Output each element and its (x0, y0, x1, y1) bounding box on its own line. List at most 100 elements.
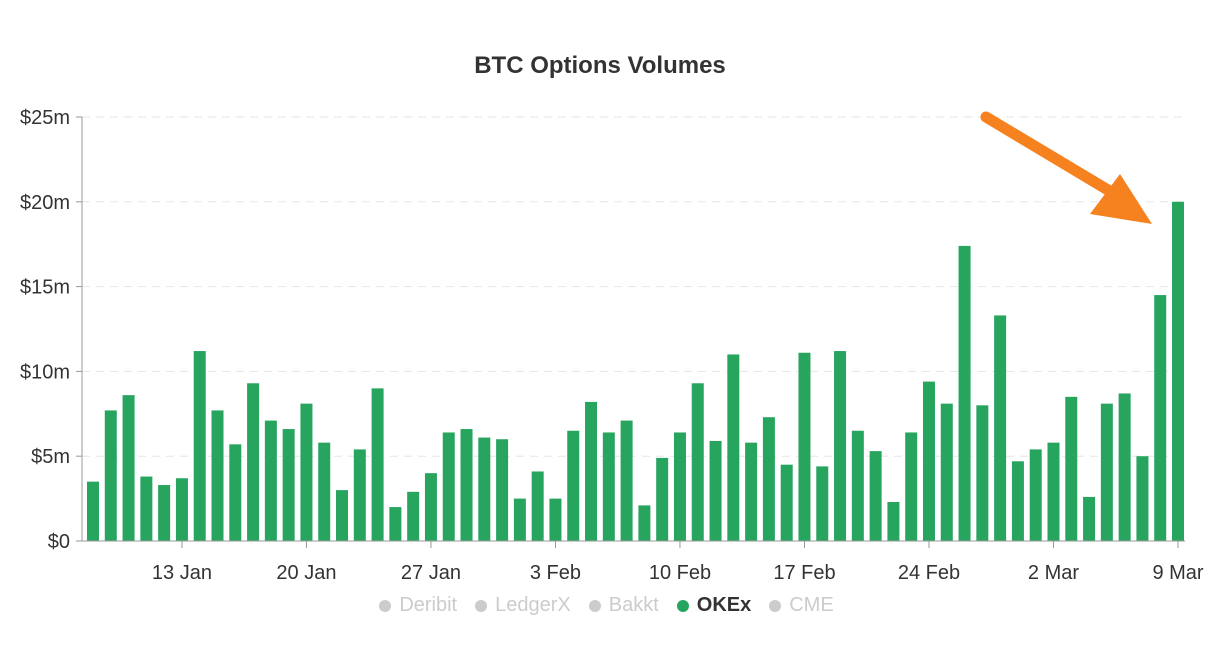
bar[interactable] (264, 420, 277, 541)
x-tick-label: 17 Feb (773, 562, 835, 584)
x-tick-label: 13 Jan (152, 562, 212, 584)
bar[interactable] (442, 432, 455, 541)
x-tick-label: 24 Feb (898, 562, 960, 584)
bar[interactable] (229, 444, 242, 541)
bars (87, 201, 1184, 542)
legend-dot-icon (588, 599, 601, 612)
bar[interactable] (1100, 403, 1113, 541)
bar[interactable] (602, 432, 615, 541)
bar[interactable] (1047, 442, 1060, 541)
bar[interactable] (460, 429, 473, 541)
bar[interactable] (175, 478, 188, 541)
legend-item-deribit[interactable]: Deribit (379, 594, 457, 617)
legend-item-ledgerx[interactable]: LedgerX (475, 594, 571, 617)
y-tick-label: $10m (20, 361, 70, 383)
bar[interactable] (300, 403, 313, 541)
y-tick-label: $20m (20, 192, 70, 214)
y-tick-label: $25m (20, 107, 70, 129)
x-tick-label: 2 Mar (1028, 562, 1079, 584)
legend-label: Deribit (399, 594, 458, 616)
bar[interactable] (709, 440, 722, 541)
y-tick-label: $15m (20, 277, 70, 299)
legend: Deribit LedgerX Bakkt OKEx CME (0, 594, 1213, 617)
bar[interactable] (1118, 393, 1131, 541)
bar[interactable] (389, 507, 402, 541)
y-tick-label: $0 (48, 531, 70, 553)
x-tick-label: 20 Jan (276, 562, 336, 584)
bar[interactable] (211, 410, 224, 541)
bar[interactable] (1011, 461, 1024, 541)
bar[interactable] (1154, 295, 1167, 541)
bar[interactable] (531, 471, 544, 541)
bar[interactable] (869, 451, 882, 541)
legend-dot-icon (676, 599, 689, 612)
bar[interactable] (673, 432, 686, 541)
bar[interactable] (549, 498, 562, 541)
bar[interactable] (122, 395, 135, 541)
bar[interactable] (193, 351, 206, 541)
bar[interactable] (1136, 456, 1149, 541)
bar[interactable] (816, 466, 829, 541)
bar[interactable] (567, 430, 580, 541)
bar[interactable] (798, 352, 811, 541)
legend-dot-icon (379, 599, 392, 612)
bar[interactable] (656, 457, 669, 541)
legend-item-bakkt[interactable]: Bakkt (588, 594, 659, 617)
bar[interactable] (994, 315, 1007, 541)
bar[interactable] (371, 388, 384, 541)
bar[interactable] (887, 501, 900, 541)
bar[interactable] (336, 490, 349, 541)
bar[interactable] (140, 476, 153, 541)
legend-dot-icon (769, 599, 782, 612)
bar[interactable] (87, 481, 99, 541)
chart-title: BTC Options Volumes (474, 52, 726, 79)
bar[interactable] (976, 405, 989, 541)
y-tick-label: $5m (31, 446, 70, 468)
bar[interactable] (1083, 496, 1096, 541)
bar[interactable] (318, 442, 331, 541)
bar[interactable] (424, 473, 437, 541)
bar[interactable] (762, 417, 775, 541)
y-axis: $0 $5m $10m $15m $20m $25m (20, 107, 83, 553)
legend-item-okex[interactable]: OKEx (676, 594, 752, 617)
x-tick-label: 9 Mar (1152, 562, 1203, 584)
bar[interactable] (745, 442, 758, 541)
legend-item-cme[interactable]: CME (769, 594, 834, 617)
bar[interactable] (958, 245, 971, 541)
bar[interactable] (353, 449, 366, 541)
bar[interactable] (727, 354, 740, 541)
bar[interactable] (158, 485, 171, 541)
legend-label: OKEx (696, 594, 752, 616)
x-tick-label: 3 Feb (530, 562, 581, 584)
bar[interactable] (407, 491, 420, 541)
bar[interactable] (1029, 449, 1042, 541)
bar[interactable] (851, 430, 864, 541)
bar[interactable] (620, 420, 633, 541)
bar[interactable] (478, 437, 491, 541)
x-axis: 13 Jan 20 Jan 27 Jan 3 Feb 10 Feb 17 Feb 24 Fe… (82, 540, 1204, 584)
legend-label: Bakkt (608, 594, 659, 616)
bar[interactable] (247, 383, 260, 541)
bar[interactable] (691, 383, 704, 541)
bar[interactable] (585, 401, 598, 541)
bar[interactable] (1065, 396, 1078, 541)
bar[interactable] (282, 429, 295, 541)
bar[interactable] (513, 498, 526, 541)
bar[interactable] (940, 403, 953, 541)
legend-label: LedgerX (495, 594, 571, 616)
arrow-shaft (980, 111, 1124, 202)
x-tick-label: 10 Feb (649, 562, 711, 584)
bar[interactable] (905, 432, 918, 541)
bar[interactable] (104, 410, 117, 541)
bar[interactable] (1172, 201, 1184, 542)
plot-area: $0 $5m $10m $15m $20m $25m 13 Jan 20 Jan 27 Jan… (20, 107, 1204, 584)
legend-dot-icon (475, 599, 488, 612)
bar[interactable] (496, 439, 509, 541)
x-tick-label: 27 Jan (401, 562, 461, 584)
bar[interactable] (638, 505, 651, 541)
bar[interactable] (780, 464, 793, 541)
bar[interactable] (834, 351, 847, 541)
annotation-arrow (980, 111, 1152, 224)
bar[interactable] (922, 381, 935, 541)
